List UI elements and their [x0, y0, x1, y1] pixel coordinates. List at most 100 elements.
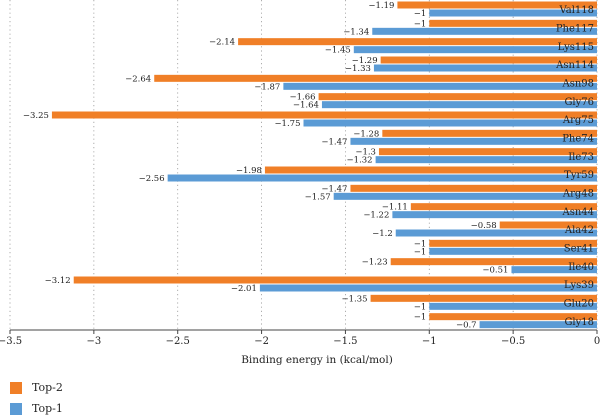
category-label: Arg75	[562, 115, 594, 126]
bars	[51, 1, 597, 329]
bar-top-1-ile40	[511, 266, 597, 274]
bar-top-2-phe74	[382, 129, 597, 137]
bar-top-2-asn98	[154, 74, 597, 82]
data-label: −1	[414, 239, 427, 249]
category-label: Ala42	[564, 225, 594, 236]
bar-top-1-arg75	[303, 119, 597, 127]
data-label: −1	[414, 302, 427, 312]
data-label: −1.29	[352, 56, 378, 66]
x-axis-title: Binding energy in (kcal/mol)	[241, 354, 393, 366]
bar-top-2-gly76	[318, 93, 597, 101]
bar-top-1-lys115	[353, 46, 597, 54]
bar-top-2-ser41	[429, 239, 597, 247]
bar-top-2-tyr59	[264, 166, 597, 174]
bar-top-1-phe74	[350, 137, 597, 145]
category-label: Asn44	[561, 207, 594, 218]
bar-top-2-ala42	[499, 221, 597, 229]
category-label: Val118	[558, 5, 594, 16]
data-label: −1.23	[362, 258, 388, 268]
data-label: −0.7	[456, 321, 477, 331]
grid	[9, 0, 598, 330]
data-label: −1.75	[274, 119, 300, 129]
bar-top-2-asn114	[380, 56, 597, 64]
x-tick-label: −0.5	[501, 336, 525, 347]
bar-top-2-asn44	[410, 203, 597, 211]
bar-top-1-lys39	[259, 284, 597, 292]
bar-top-1-tyr59	[167, 174, 597, 182]
data-label: −2.64	[125, 74, 151, 84]
data-label: −1.87	[254, 82, 280, 92]
x-tick-label: −2.5	[166, 336, 190, 347]
data-label: −1	[414, 247, 427, 257]
data-label: −1.66	[290, 93, 316, 103]
bar-top-1-asn98	[283, 82, 597, 90]
data-label: −2.56	[139, 174, 165, 184]
data-label: −1.33	[345, 64, 371, 74]
data-label: −1	[414, 313, 427, 323]
data-label: −0.58	[471, 221, 497, 231]
bar-top-2-ile73	[378, 148, 597, 156]
data-label: −1.32	[347, 156, 373, 166]
bar-top-2-phe117	[429, 19, 597, 27]
bar-top-1-ser41	[429, 247, 597, 255]
category-label: Gly76	[564, 97, 594, 108]
data-label: −1.64	[293, 101, 319, 111]
bar-top-2-lys39	[73, 276, 597, 284]
data-label: −1.34	[343, 27, 369, 37]
category-label: Arg48	[562, 189, 594, 200]
bar-top-1-ile73	[375, 156, 597, 164]
x-tick-label: −3.5	[0, 336, 22, 347]
data-label: −3.25	[23, 111, 49, 121]
category-label: Lys115	[558, 42, 594, 53]
bar-top-2-lys115	[238, 38, 597, 46]
x-tick-label: 0	[594, 336, 600, 347]
data-label: −1.57	[305, 192, 331, 202]
legend-label-top-1: Top-1	[32, 402, 63, 415]
data-label: −1.47	[321, 137, 347, 147]
data-label: −2.01	[231, 284, 257, 294]
bar-top-2-gly18	[429, 313, 597, 321]
data-label: −1.11	[382, 203, 408, 213]
category-label: Lys39	[564, 280, 594, 291]
data-label: −1.47	[321, 184, 347, 194]
category-label: Asn114	[555, 60, 594, 71]
x-tick-label: −1	[422, 336, 437, 347]
legend-label-top-2: Top-2	[32, 381, 63, 394]
bar-top-2-arg75	[51, 111, 597, 119]
category-label: Phe74	[562, 134, 594, 145]
category-label: Asn98	[561, 79, 594, 90]
bar-top-1-gly76	[321, 101, 597, 109]
category-label: Glu20	[564, 299, 594, 310]
data-label: −3.12	[45, 276, 71, 286]
data-label: −1.2	[372, 229, 393, 239]
bar-top-1-phe117	[372, 27, 597, 35]
data-label: −1.35	[342, 294, 368, 304]
bar-top-2-ile40	[390, 258, 597, 266]
labels: −1.19 −1 Val118 −1 −1.34 Phe117 −2.14 −1.45 Lys1…	[23, 1, 594, 331]
category-label: Gly18	[564, 317, 594, 328]
legend-swatch-top-1	[10, 402, 22, 415]
category-label: Ser41	[564, 244, 594, 255]
data-label: −1.19	[368, 1, 394, 11]
legend-swatch-top-2	[10, 381, 22, 394]
bar-top-1-arg48	[333, 192, 597, 200]
bar-top-2-arg48	[350, 184, 597, 192]
data-label: −1	[414, 19, 427, 29]
x-tick-label: −3	[86, 336, 101, 347]
category-label: Ile40	[568, 262, 594, 273]
bar-top-2-glu20	[370, 294, 597, 302]
category-label: Ile73	[568, 152, 594, 163]
bar-top-1-asn44	[392, 211, 597, 219]
bar-top-1-glu20	[429, 302, 597, 310]
x-tick-label: −1.5	[333, 336, 357, 347]
data-label: −1.22	[363, 211, 389, 221]
bar-top-1-asn114	[373, 64, 597, 72]
category-label: Phe117	[556, 24, 594, 35]
data-label: −1.3	[355, 148, 376, 158]
bar-top-1-gly18	[479, 321, 597, 329]
data-label: −1	[414, 9, 427, 19]
data-label: −2.14	[209, 38, 235, 48]
legend-item-top-1: Top-1	[10, 402, 63, 415]
category-label: Tyr59	[564, 170, 594, 181]
